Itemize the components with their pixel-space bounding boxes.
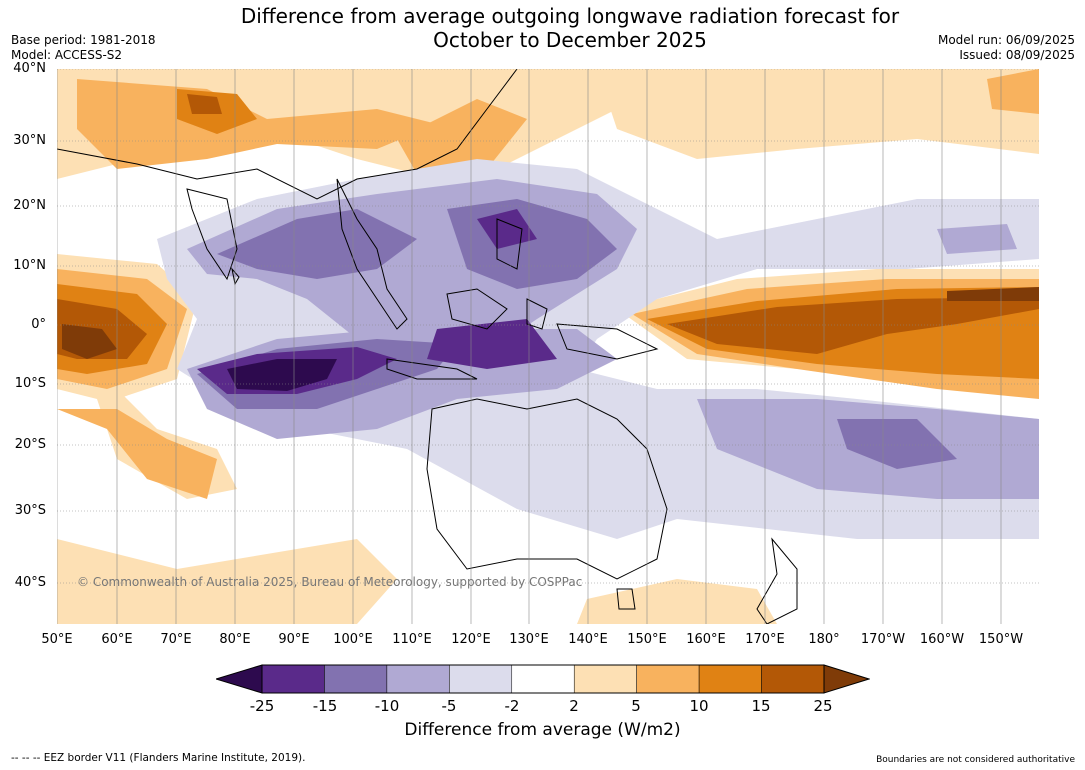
colorbar-tick: -10 bbox=[374, 697, 400, 715]
lat-label: 30°S bbox=[14, 503, 46, 518]
colorbar-segment bbox=[698, 664, 762, 694]
colorbar-tick: -25 bbox=[249, 697, 275, 715]
colorbar bbox=[216, 664, 870, 694]
colorbar-tick: 25 bbox=[813, 697, 833, 715]
lon-label: 150°E bbox=[627, 632, 667, 647]
copyright-text: © Commonwealth of Australia 2025, Bureau… bbox=[77, 575, 583, 589]
lon-label: 60°E bbox=[101, 632, 133, 647]
lon-label: 170°E bbox=[745, 632, 785, 647]
map-title: Difference from average outgoing longwav… bbox=[170, 4, 970, 52]
lon-label: 90°E bbox=[278, 632, 310, 647]
lon-label: 120°E bbox=[451, 632, 491, 647]
colorbar-tick: -2 bbox=[504, 697, 520, 715]
colorbar-tick: 15 bbox=[751, 697, 771, 715]
colorbar-tick: 2 bbox=[569, 697, 579, 715]
lat-label: 30°N bbox=[13, 133, 46, 148]
colorbar-segment bbox=[449, 664, 513, 694]
model-run-text: Model run: 06/09/2025 bbox=[937, 33, 1075, 47]
colorbar-extend-high bbox=[823, 664, 870, 694]
colorbar-segment bbox=[324, 664, 388, 694]
colorbar-title: Difference from average (W/m2) bbox=[404, 720, 681, 740]
olr-anomaly-map bbox=[57, 69, 1039, 624]
colorbar-segment bbox=[761, 664, 825, 694]
map-title-line2: October to December 2025 bbox=[433, 28, 707, 52]
lon-label: 110°E bbox=[392, 632, 432, 647]
colorbar-segment bbox=[261, 664, 325, 694]
colorbar-segment bbox=[386, 664, 450, 694]
lat-label: 40°S bbox=[14, 575, 46, 590]
colorbar-tick: 5 bbox=[631, 697, 641, 715]
eez-legend-text: -- -- -- EEZ border V11 (Flanders Marine… bbox=[11, 752, 306, 764]
model-text: Model: ACCESS-S2 bbox=[11, 48, 123, 62]
coastlines bbox=[57, 69, 798, 624]
lon-label: 70°E bbox=[160, 632, 192, 647]
lat-label: 40°N bbox=[13, 61, 46, 76]
colorbar-segment bbox=[636, 664, 700, 694]
colorbar-segment bbox=[511, 664, 575, 694]
colorbar-tick: -5 bbox=[441, 697, 457, 715]
lon-label: 160°E bbox=[686, 632, 726, 647]
lat-label: 20°N bbox=[13, 198, 46, 213]
colorbar-extend-low bbox=[216, 664, 263, 694]
colorbar-segment bbox=[573, 664, 637, 694]
lat-label: 20°S bbox=[14, 437, 46, 452]
lat-label: 10°S bbox=[14, 376, 46, 391]
lon-label: 100°E bbox=[333, 632, 373, 647]
graticule bbox=[57, 69, 1039, 624]
lat-label: 10°N bbox=[13, 258, 46, 273]
lon-label: 80°E bbox=[219, 632, 251, 647]
issued-text: Issued: 08/09/2025 bbox=[959, 48, 1075, 62]
lat-label: 0° bbox=[31, 317, 46, 332]
lon-label: 160°W bbox=[919, 632, 965, 647]
positive-anomaly-fields bbox=[57, 69, 1039, 624]
base-period-text: Base period: 1981-2018 bbox=[11, 33, 156, 47]
lon-label: 180° bbox=[808, 632, 840, 647]
lon-label: 130°E bbox=[509, 632, 549, 647]
colorbar-tick: -15 bbox=[312, 697, 338, 715]
meta-left: Base period: 1981-2018 Model: ACCESS-S2 bbox=[11, 33, 156, 63]
lon-label: 50°E bbox=[41, 632, 73, 647]
meta-right: Model run: 06/09/2025 Issued: 08/09/2025 bbox=[938, 33, 1075, 63]
map-title-line1: Difference from average outgoing longwav… bbox=[240, 4, 900, 28]
lon-label: 170°W bbox=[860, 632, 906, 647]
disclaimer-text: Boundaries are not considered authoritat… bbox=[876, 755, 1075, 765]
lon-label: 150°W bbox=[978, 632, 1024, 647]
lon-label: 140°E bbox=[568, 632, 608, 647]
colorbar-tick: 10 bbox=[689, 697, 709, 715]
